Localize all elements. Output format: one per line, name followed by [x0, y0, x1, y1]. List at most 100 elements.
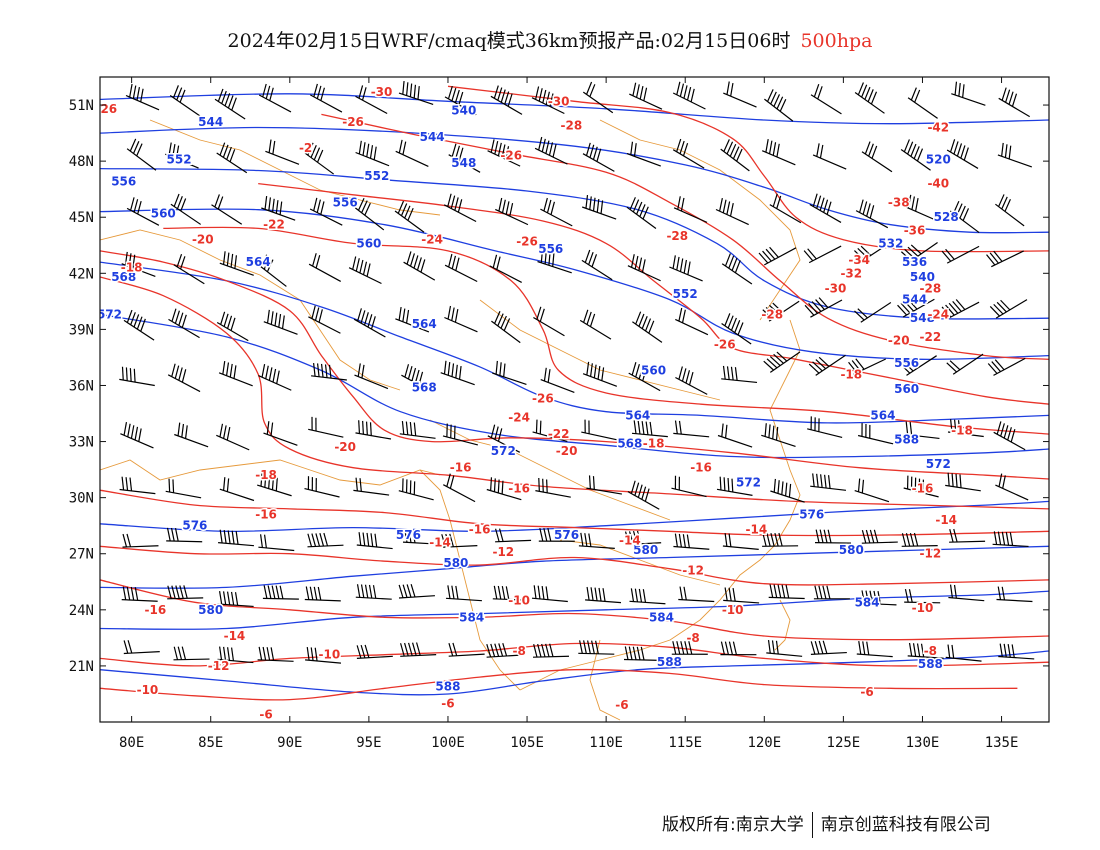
wind-barb — [720, 139, 750, 172]
border-line — [774, 599, 791, 651]
temperature-contour-label: -14 — [746, 522, 768, 536]
border-line — [479, 299, 721, 401]
lon-tick-label: 135E — [985, 735, 1019, 751]
height-contour-label: 560 — [894, 382, 919, 396]
wind-barb — [848, 358, 887, 375]
temperature-contour-label: -18 — [643, 436, 665, 450]
temperature-contour-label: -18 — [121, 261, 143, 275]
height-contour-label: 552 — [364, 169, 389, 183]
temperature-contour-label: -6 — [259, 708, 272, 722]
wind-barb — [626, 197, 657, 229]
wind-barb — [355, 85, 388, 115]
wind-barb — [854, 478, 890, 503]
wind-barb — [257, 472, 292, 497]
wind-barb — [258, 83, 292, 113]
height-contour-label: 520 — [926, 152, 951, 166]
chart-title-row: 2024年02月15日WRF/cmaq模式36km预报产品:02月15日06时 5… — [0, 26, 1100, 53]
temperature-contour-label: -10 — [137, 683, 159, 697]
temperature-contour-label: -6 — [615, 698, 628, 712]
wind-barb — [624, 530, 662, 546]
temperature-contour-label: -6 — [860, 685, 873, 699]
height-contour-label: 552 — [167, 152, 192, 166]
wind-barb — [907, 642, 944, 659]
temperature-contour-label: -42 — [927, 120, 949, 134]
wind-barb — [945, 644, 982, 662]
height-contour-label: 540 — [451, 104, 476, 118]
wind-barb — [534, 136, 568, 165]
wind-barb — [673, 420, 710, 438]
wind-barb — [716, 476, 753, 496]
wind-barb — [216, 423, 250, 451]
height-contour-label: 556 — [111, 175, 136, 189]
height-contour-label: 548 — [910, 311, 935, 325]
wind-barb — [216, 311, 249, 342]
wind-barb — [768, 584, 805, 600]
wind-barb — [899, 355, 937, 376]
wind-barb — [121, 251, 156, 278]
lat-tick-label: 48N — [69, 154, 94, 170]
height-labels: 540 544 544 552 552 548 520 556 556 560 560 556 528 5… — [100, 102, 960, 695]
wind-barb — [257, 254, 287, 287]
height-contour-label: 536 — [902, 255, 927, 269]
wind-barb — [673, 533, 710, 550]
wind-barb — [578, 532, 615, 549]
temperature-contour-label: -22 — [920, 330, 942, 344]
temperature-contour-label: -30 — [548, 94, 570, 108]
wind-barb — [579, 309, 612, 340]
wind-barb — [804, 297, 843, 318]
height-contour-label: 560 — [641, 364, 666, 378]
temperature-contour--12 — [100, 579, 1049, 641]
temperature-contour-label: -28 — [761, 307, 783, 321]
height-contour-label: 584 — [459, 610, 484, 624]
lat-tick-label: 33N — [69, 435, 94, 451]
temperature-contour-label: -10 — [912, 601, 934, 615]
temperature-contour-label: -18 — [255, 468, 277, 482]
wind-barb — [770, 478, 805, 503]
credit-right: 南京创蓝科技有限公司 — [820, 815, 991, 835]
wind-barb — [403, 251, 436, 281]
wind-barb — [907, 87, 938, 119]
wind-barb — [123, 640, 160, 655]
temperature-contour-label: -22 — [548, 427, 570, 441]
temperature-contour--30 — [447, 85, 1049, 253]
temperature-contour-label: -20 — [556, 444, 578, 458]
wind-barb — [897, 298, 935, 318]
wind-barb — [395, 306, 430, 333]
wind-barb — [854, 82, 885, 114]
height-contour-label: 572 — [491, 444, 516, 458]
border-line — [149, 119, 441, 216]
height-contour-label: 576 — [182, 519, 207, 533]
wind-barb — [901, 532, 938, 547]
temperature-contour--14 — [100, 545, 1049, 586]
wind-barb — [442, 423, 478, 446]
wind-barb — [946, 139, 979, 169]
temperature-contour-label: -14 — [224, 629, 246, 643]
height-contour-564 — [100, 261, 1049, 424]
border-line — [589, 639, 621, 721]
height-contour-label: 544 — [198, 115, 223, 129]
height-contour-label: 576 — [554, 528, 579, 542]
wind-barb — [856, 641, 893, 658]
wind-barb — [812, 143, 847, 170]
lon-tick-label: 95E — [356, 735, 381, 751]
wind-barb — [814, 529, 852, 544]
wind-barb — [531, 585, 568, 603]
pressure-level-label: 500hpa — [800, 30, 873, 52]
wind-barb — [444, 253, 478, 283]
lat-tick-label: 21N — [69, 659, 94, 675]
height-contour-label: 556 — [333, 195, 358, 209]
height-contour-556 — [100, 208, 1049, 361]
wind-barb — [169, 85, 201, 117]
wind-barb — [490, 85, 523, 115]
wind-barb — [401, 364, 434, 393]
temperature-contour--22 — [163, 226, 1049, 435]
wind-barb — [810, 640, 847, 655]
wind-barb — [211, 194, 243, 225]
wind-barb — [348, 256, 382, 285]
wind-barb — [623, 646, 661, 661]
height-contour-label: 556 — [894, 356, 919, 370]
wind-barb — [987, 357, 1026, 376]
wind-barb — [996, 586, 1033, 603]
wind-barb — [487, 424, 521, 453]
lat-tick-label: 45N — [69, 210, 94, 226]
